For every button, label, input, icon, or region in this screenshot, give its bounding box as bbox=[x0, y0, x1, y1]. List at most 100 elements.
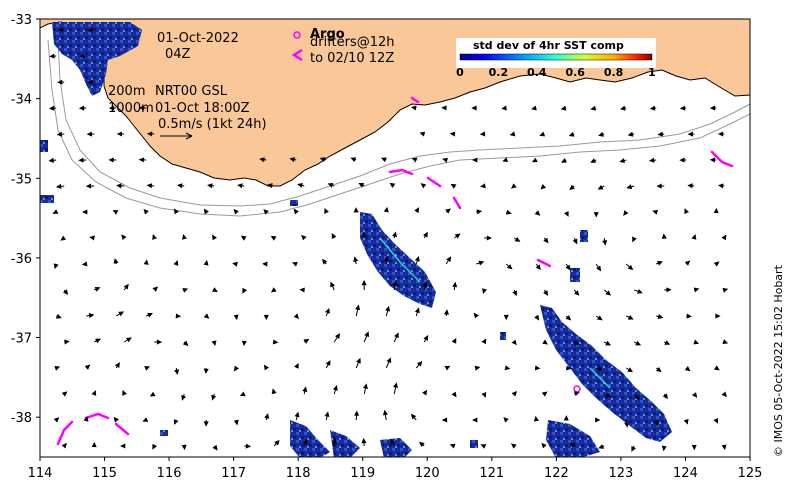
current-vector-head bbox=[627, 367, 634, 373]
current-vector-head bbox=[627, 264, 634, 271]
current-vector-head bbox=[605, 340, 612, 346]
current-vector-head bbox=[569, 184, 575, 190]
current-vector-head bbox=[207, 183, 213, 189]
current-vector-head bbox=[394, 332, 399, 339]
y-tick-label: -33 bbox=[11, 13, 32, 28]
current-vector-head bbox=[212, 287, 218, 292]
current-vector-head bbox=[635, 340, 642, 346]
current-vector-head bbox=[152, 443, 157, 450]
colorbar-tick-label: 0.2 bbox=[489, 66, 509, 79]
current-vector-head bbox=[152, 286, 159, 292]
current-vector-head bbox=[267, 183, 273, 189]
current-vector-head bbox=[330, 281, 335, 288]
current-vector-head bbox=[543, 290, 549, 296]
current-vector-head bbox=[657, 260, 663, 266]
argo-legend-marker bbox=[293, 31, 301, 39]
current-vector-head bbox=[512, 290, 518, 297]
current-vector-head bbox=[511, 339, 517, 346]
current-vector-head bbox=[232, 261, 238, 267]
current-vector-head bbox=[721, 234, 727, 241]
current-vector-head bbox=[664, 340, 671, 345]
current-vector-head bbox=[627, 314, 634, 320]
current-vector-head bbox=[661, 445, 667, 452]
current-vector-head bbox=[478, 260, 485, 266]
current-vector-head bbox=[596, 315, 603, 321]
current-vector-head bbox=[414, 255, 420, 262]
current-vector-head bbox=[176, 183, 183, 189]
current-vector-head bbox=[79, 53, 85, 59]
current-vector-head bbox=[503, 314, 509, 321]
current-vector-head bbox=[49, 53, 55, 59]
plot-frame bbox=[39, 18, 751, 458]
current-vector-head bbox=[661, 233, 667, 239]
current-vector-head bbox=[597, 366, 604, 372]
x-tick-label: 121 bbox=[479, 466, 504, 481]
current-vector-head bbox=[123, 283, 129, 290]
current-vector-head bbox=[319, 157, 326, 163]
current-vector-head bbox=[450, 183, 457, 189]
current-vector-head bbox=[565, 264, 571, 271]
current-vector-head bbox=[541, 391, 548, 397]
current-vector-head bbox=[239, 391, 246, 397]
drifters-range-label: to 02/10 12Z bbox=[310, 51, 394, 66]
current-vector-head bbox=[722, 339, 729, 345]
current-vector-head bbox=[302, 386, 308, 393]
x-tick-label: 117 bbox=[221, 466, 246, 481]
current-vector-head bbox=[679, 157, 685, 163]
colorbar-tick-label: 0 bbox=[456, 66, 464, 79]
current-vector-head bbox=[444, 365, 451, 371]
x-tick-label: 118 bbox=[286, 466, 311, 481]
current-vector-head bbox=[472, 157, 478, 163]
colorbar-tick-label: 0.4 bbox=[527, 66, 547, 79]
x-tick-label: 122 bbox=[544, 466, 569, 481]
current-vector-head bbox=[721, 391, 727, 398]
current-vector-head bbox=[237, 183, 243, 189]
current-vector-head bbox=[573, 391, 580, 397]
current-vector-head bbox=[568, 131, 575, 137]
current-vector-head bbox=[53, 417, 60, 423]
current-vector-head bbox=[324, 411, 330, 418]
current-vector-head bbox=[684, 208, 689, 215]
current-vector-head bbox=[156, 339, 163, 345]
current-vector-head bbox=[511, 390, 518, 397]
current-vector-head bbox=[511, 443, 517, 449]
current-vector-head bbox=[147, 312, 154, 318]
current-vector-head bbox=[687, 131, 693, 137]
current-vector-head bbox=[419, 441, 425, 448]
current-vector-head bbox=[56, 131, 63, 137]
current-vector-head bbox=[445, 208, 451, 214]
current-vector-head bbox=[78, 157, 84, 163]
current-vector-head bbox=[623, 210, 629, 216]
x-tick-label: 115 bbox=[92, 466, 117, 481]
current-vector-head bbox=[143, 208, 149, 215]
current-vector-head bbox=[451, 391, 457, 398]
current-vector-head bbox=[385, 305, 391, 312]
current-vector-head bbox=[142, 417, 149, 422]
current-vector-head bbox=[473, 312, 479, 319]
current-vector-head bbox=[717, 131, 724, 137]
current-vector-head bbox=[423, 335, 429, 341]
current-vector-head bbox=[442, 157, 449, 163]
current-vector-head bbox=[451, 337, 457, 344]
current-vector-head bbox=[454, 233, 461, 239]
current-vector-head bbox=[717, 183, 724, 189]
current-vector-head bbox=[504, 365, 511, 371]
colorbar-tick-label: 0.8 bbox=[604, 66, 624, 79]
x-tick-label: 123 bbox=[608, 466, 633, 481]
current-vector-head bbox=[181, 395, 187, 401]
current-vector-head bbox=[270, 235, 277, 241]
colorbar-tick-label: 1 bbox=[648, 66, 656, 79]
current-vector-head bbox=[175, 313, 182, 319]
current-vector-head bbox=[565, 315, 572, 321]
current-vector-head bbox=[361, 279, 367, 286]
current-vector-head bbox=[574, 290, 580, 296]
current-vector-head bbox=[354, 410, 360, 416]
credit-label: © IMOS 05-Oct-2022 15:02 Hobart bbox=[772, 264, 785, 457]
current-vector-head bbox=[62, 289, 69, 295]
current-vector-head bbox=[713, 417, 719, 424]
current-vector-head bbox=[64, 339, 70, 345]
current-vector-head bbox=[649, 105, 656, 111]
current-vector-head bbox=[481, 338, 487, 345]
current-vector-head bbox=[691, 392, 698, 398]
